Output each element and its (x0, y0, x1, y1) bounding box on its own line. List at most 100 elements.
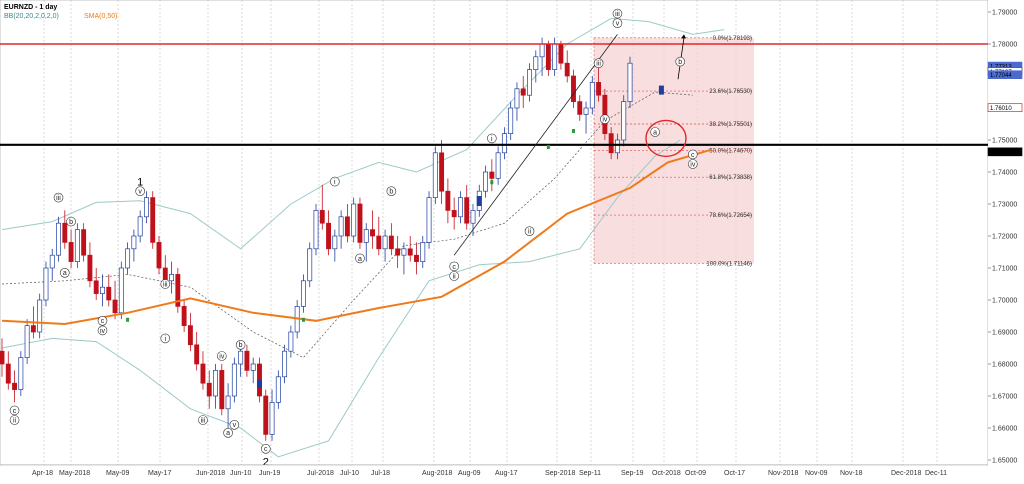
wave-label-23: i (491, 136, 493, 143)
candle-body-80 (501, 133, 507, 154)
fib-label-1: 23.6%(1.76530) (709, 89, 752, 95)
sma-legend: SMA(0,50) (84, 13, 117, 20)
wave-circle-27 (612, 18, 623, 29)
candle-body-73 (457, 197, 463, 218)
wave-label-5: c (101, 318, 105, 325)
wave-label-3: a (63, 270, 67, 277)
grid-lines (0, 0, 989, 466)
candle-body-74 (464, 197, 470, 224)
candle-body-63 (395, 248, 401, 256)
price-tag-4 (987, 147, 1023, 157)
wave-circle-5 (97, 315, 108, 326)
candle-body-12 (74, 229, 80, 262)
candle-body-95 (596, 82, 602, 96)
highlight-candle-3 (256, 380, 262, 388)
candle-body-52 (326, 222, 332, 250)
wave-label-0: c (13, 408, 17, 415)
x-tick-label-22: Dec-2018 (891, 470, 921, 477)
candle-body-71 (445, 190, 451, 211)
candle-body-40 (250, 363, 256, 371)
candle-body-93 (583, 107, 589, 115)
chart-title: EURNZD - 1 day (4, 4, 57, 11)
highlight-candle-2 (658, 85, 664, 95)
wave-label-16: c (264, 446, 268, 453)
fib-label-0: 0.0%(1.78193) (713, 36, 752, 42)
wave-label-20: b (389, 189, 393, 196)
candle-body-84 (527, 69, 532, 96)
candle-body-77 (483, 171, 489, 192)
candle-body-56 (351, 203, 357, 237)
candle-body-30 (187, 325, 193, 346)
wave-label-12: iv (219, 353, 225, 360)
fib-label-5: 78.6%(1.72654) (709, 213, 752, 219)
signal-marker-1 (301, 317, 305, 322)
x-tick-label-6: Jun-19 (259, 470, 281, 477)
candle-body-70 (439, 152, 445, 192)
candle-body-55 (344, 216, 350, 237)
wave-circle-10 (160, 333, 171, 344)
y-tick-label-5: 1.74000 (992, 170, 1017, 177)
candle-body-37 (231, 363, 237, 397)
candle-body-21 (131, 235, 137, 250)
price-tag-3 (987, 103, 1023, 112)
wave-circle-31 (687, 149, 698, 160)
wave-circle-16 (260, 443, 271, 454)
wave-circle-20 (386, 186, 397, 196)
wave-label-19: a (358, 256, 362, 263)
wave-circle-2 (53, 192, 64, 203)
wave-circle-18 (330, 176, 340, 187)
wave-circle-25 (593, 58, 604, 69)
candle-body-51 (319, 210, 325, 224)
fib-label-3: 50.0%(1.74670) (709, 149, 752, 155)
wave-label-2: iii (56, 195, 61, 202)
y-tick-label-9: 1.70000 (992, 298, 1017, 305)
candle-body-32 (200, 363, 206, 384)
fib-label-2: 38.2%(1.75501) (709, 122, 752, 128)
time-axis-bg (0, 465, 1024, 479)
x-tick-label-10: Aug-2018 (422, 470, 452, 477)
candle-body-17 (106, 286, 112, 301)
price-tag-label-4: 1.74632 (990, 150, 1012, 156)
wave-label-25: iii (596, 61, 601, 68)
x-tick-label-0: Apr-18 (32, 470, 53, 477)
y-tick-label-1: 1.78000 (992, 42, 1017, 49)
wave-circle-0 (9, 405, 20, 416)
signal-marker-0 (126, 317, 130, 322)
sma-50-line (1, 148, 712, 326)
candle-body-57 (357, 203, 363, 243)
y-tick-label-0: 1.79000 (992, 10, 1017, 17)
wave-label-4: b (69, 219, 73, 226)
candle-body-54 (338, 216, 344, 237)
candle-body-100 (627, 62, 633, 102)
wave-circle-13 (229, 419, 240, 430)
candle-body-49 (307, 248, 313, 282)
highlight-candle-1 (476, 196, 482, 206)
wave-label-9: iii (163, 281, 168, 288)
candle-body-50 (313, 210, 319, 250)
x-tick-label-1: May-2018 (59, 470, 90, 477)
time-axis: Apr-18 May-2018 May-09 May-17 Jun-2018 Jun-10… (0, 464, 1024, 479)
plot-frame (0, 0, 989, 466)
x-tick-label-13: Sep-2018 (545, 470, 575, 477)
sma-line (1, 148, 712, 326)
y-tick-label-10: 1.69000 (992, 330, 1017, 337)
wave-circle-6 (97, 325, 108, 336)
wave-circle-12 (217, 351, 227, 361)
x-tick-label-23: Dec-11 (925, 470, 947, 477)
price-axis: 1.790001.780001.770001.760001.750001.740… (987, 0, 1024, 479)
wave-circle-30 (675, 56, 686, 67)
candle-body-88 (552, 43, 558, 70)
candle-body-31 (194, 344, 200, 365)
wave-label-21: c (452, 264, 456, 271)
candle-body-18 (112, 299, 118, 314)
wave-label-7: v (138, 189, 142, 196)
candle-body-33 (206, 382, 212, 397)
price-tag-2 (987, 70, 1023, 80)
y-tick-label-14: 1.65000 (992, 458, 1017, 465)
wave-circle-4 (66, 216, 76, 227)
signal-marker-3 (546, 145, 550, 149)
candle-body-92 (577, 101, 583, 115)
candle-body-27 (169, 274, 175, 282)
candle-body-15 (93, 280, 99, 294)
